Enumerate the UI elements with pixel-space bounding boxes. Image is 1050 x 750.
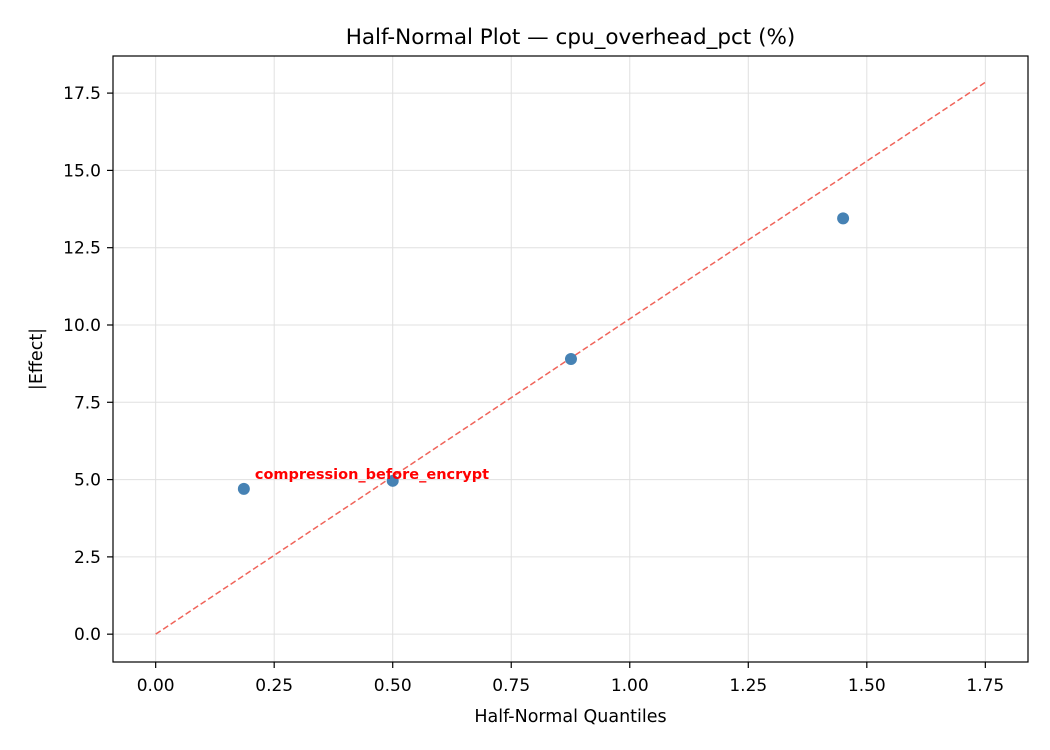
y-tick-label: 0.0 bbox=[74, 625, 101, 645]
data-point bbox=[837, 212, 850, 225]
y-tick-label: 7.5 bbox=[74, 393, 101, 413]
y-tick-label: 5.0 bbox=[74, 471, 101, 491]
x-tick-label: 1.75 bbox=[966, 676, 1004, 696]
x-tick-label: 0.50 bbox=[374, 676, 412, 696]
y-tick-label: 15.0 bbox=[63, 161, 101, 181]
data-point bbox=[237, 482, 250, 495]
grid bbox=[113, 56, 1028, 662]
y-tick-label: 12.5 bbox=[63, 239, 101, 259]
data-points bbox=[237, 212, 850, 495]
annotations: compression_before_encrypt bbox=[255, 467, 489, 483]
y-tick-label: 10.0 bbox=[63, 316, 101, 336]
plot-frame bbox=[112, 55, 1029, 663]
x-tick-label: 0.00 bbox=[137, 676, 175, 696]
y-axis-ticks: 0.0 2.5 5.0 7.5 10.0 12.5 15.0 17.5 bbox=[63, 84, 113, 645]
data-point bbox=[564, 353, 577, 365]
point-annotation: compression_before_encrypt bbox=[255, 467, 489, 483]
y-tick-label: 2.5 bbox=[74, 548, 101, 568]
x-tick-label: 1.00 bbox=[611, 676, 649, 696]
x-axis-ticks: 0.00 0.25 0.50 0.75 1.00 1.25 1.50 1.75 bbox=[137, 662, 1004, 696]
chart-title: Half-Normal Plot — cpu_overhead_pct (%) bbox=[346, 25, 796, 50]
x-axis-label: Half-Normal Quantiles bbox=[474, 707, 666, 727]
x-tick-label: 0.25 bbox=[255, 676, 293, 696]
y-axis-label: |Effect| bbox=[27, 328, 47, 390]
x-tick-label: 1.50 bbox=[848, 676, 886, 696]
x-tick-label: 0.75 bbox=[492, 676, 530, 696]
x-tick-label: 1.25 bbox=[729, 676, 767, 696]
y-tick-label: 17.5 bbox=[63, 84, 101, 104]
data-point bbox=[386, 474, 399, 487]
